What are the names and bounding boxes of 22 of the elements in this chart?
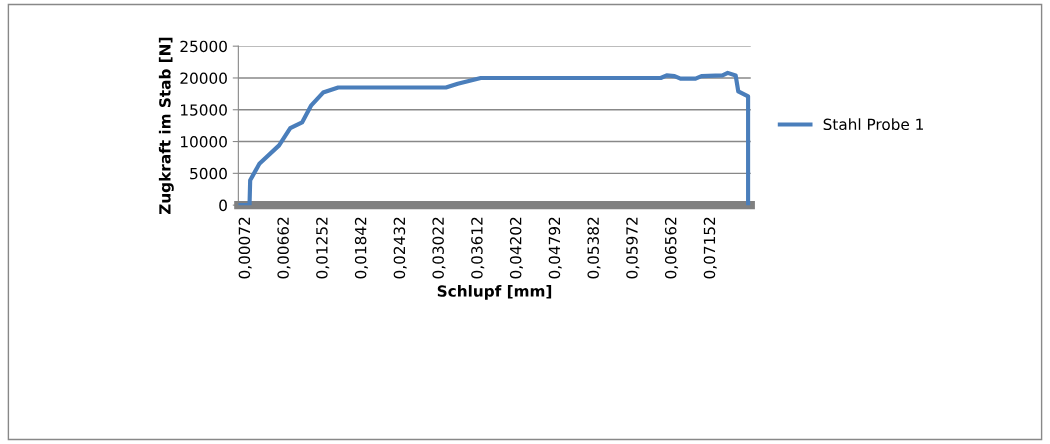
y-tick-label: 15000 xyxy=(181,104,227,116)
x-axis-title: Schlupf [mm] xyxy=(437,284,552,300)
y-tick-label: 10000 xyxy=(181,136,227,148)
y-axis-title: Zugkraft im Stab [N] xyxy=(158,37,174,215)
x-tick-label: 0,05972 xyxy=(626,217,640,279)
x-tick-label: 0,00072 xyxy=(238,217,252,279)
x-tick-label: 0,06562 xyxy=(664,217,679,279)
y-tick-label: 0 xyxy=(219,199,227,212)
x-tick-label: 0,07152 xyxy=(703,217,717,279)
x-tick-label: 0,01842 xyxy=(354,217,368,279)
x-tick-label: 0,04792 xyxy=(548,217,562,279)
x-tick-label: 0,01252 xyxy=(316,217,330,279)
x-tick-label: 0,05382 xyxy=(587,217,601,279)
y-tick-label: 20000 xyxy=(180,72,227,84)
x-tick-label: 0,00662 xyxy=(277,217,291,279)
y-tick-label: 5000 xyxy=(190,167,227,180)
legend-label: Stahl Probe 1 xyxy=(823,118,923,131)
x-tick-label: 0,03612 xyxy=(471,217,485,279)
x-tick-label: 0,03022 xyxy=(432,217,446,279)
y-tick-label: 25000 xyxy=(180,40,227,53)
x-tick-label: 0,02432 xyxy=(393,217,407,279)
x-tick-label: 0,04202 xyxy=(509,217,524,279)
